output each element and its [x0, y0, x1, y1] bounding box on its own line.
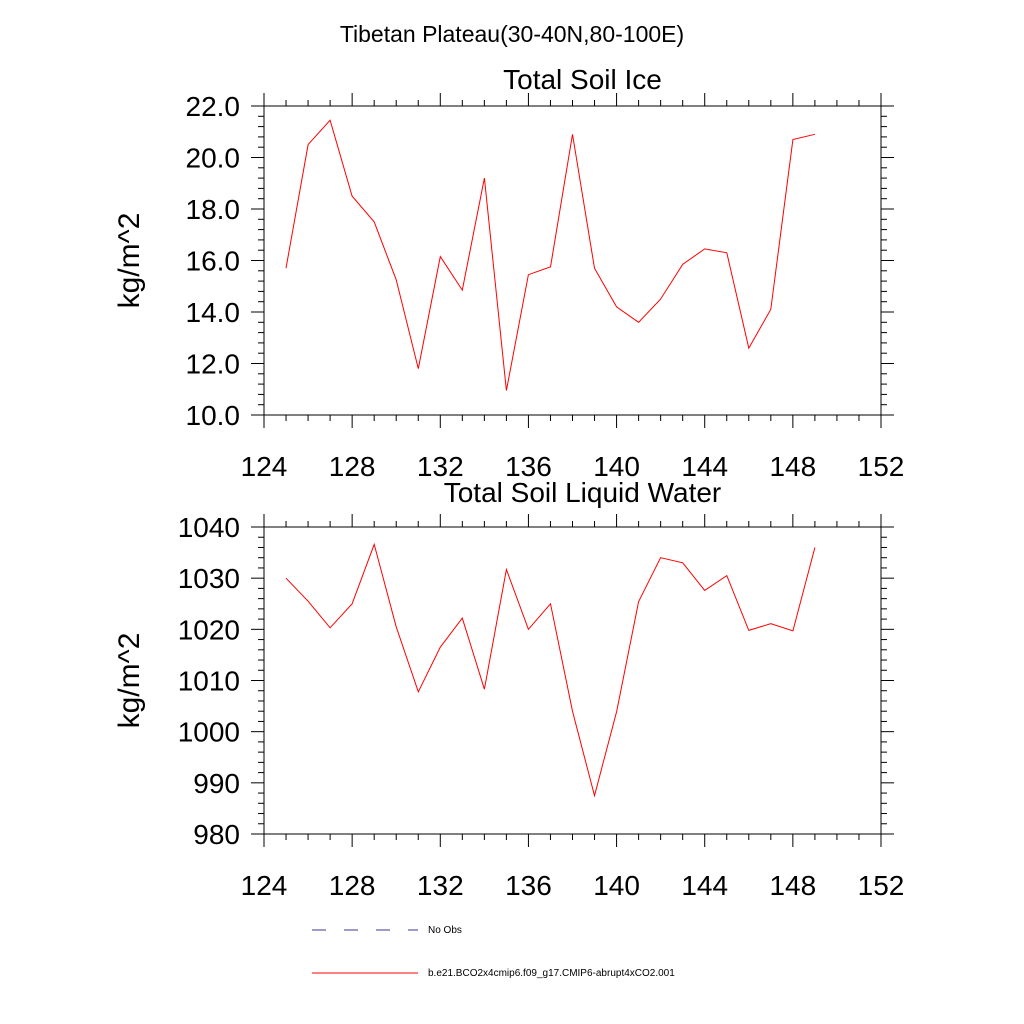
- series-line-soil-liquid-water: [285, 542, 816, 798]
- chart-panel-soil-liquid-water: Total Soil Liquid Water 124 128 132 136 140 14…: [113, 477, 904, 901]
- x-tick-label: 128: [329, 451, 376, 482]
- x-tick-label: 124: [241, 451, 288, 482]
- x-tick-label: 148: [769, 451, 816, 482]
- x-tick-label: 140: [593, 870, 640, 901]
- x-tick-label: 144: [681, 870, 728, 901]
- y-tick-label: 1010: [178, 666, 240, 697]
- legend-label-no-obs: No Obs: [428, 925, 462, 936]
- y-axis-label: kg/m^2: [113, 213, 146, 309]
- plot-frame: [263, 105, 882, 416]
- y-tick-label: 1000: [178, 717, 240, 748]
- x-tick-label: 124: [241, 870, 288, 901]
- y-tick-label: 20.0: [186, 143, 241, 174]
- y-tick-label: 12.0: [186, 349, 241, 380]
- x-tick-label: 128: [329, 870, 376, 901]
- legend: No Obs b.e21.BCO2x4cmip6.f09_g17.CMIP6-a…: [312, 925, 675, 979]
- figure-suptitle: Tibetan Plateau(30-40N,80-100E): [340, 21, 684, 47]
- y-tick-label: 980: [193, 819, 240, 850]
- x-tick-label: 148: [769, 870, 816, 901]
- y-tick-label: 18.0: [186, 194, 241, 225]
- x-tick-label: 140: [593, 451, 640, 482]
- x-tick-label: 152: [858, 870, 905, 901]
- plot-frame: [263, 526, 882, 835]
- x-tick-label: 132: [417, 870, 464, 901]
- series-line-soil-ice: [285, 119, 816, 391]
- x-tick-label: 136: [505, 451, 552, 482]
- x-tick-label: 136: [505, 870, 552, 901]
- y-axis-label: kg/m^2: [113, 633, 146, 729]
- y-tick-label: 1030: [178, 563, 240, 594]
- y-tick-label: 16.0: [186, 246, 241, 277]
- chart-panel-soil-ice: Total Soil Ice 124 128 132 136 140 144 148 152 10…: [113, 64, 904, 482]
- chart-title-soil-liquid-water: Total Soil Liquid Water: [444, 477, 722, 508]
- legend-label-model-run: b.e21.BCO2x4cmip6.f09_g17.CMIP6-abrupt4x…: [428, 968, 675, 979]
- chart-title-soil-ice: Total Soil Ice: [503, 64, 662, 95]
- y-tick-label: 1020: [178, 614, 240, 645]
- y-tick-label: 14.0: [186, 297, 241, 328]
- y-tick-label: 10.0: [186, 400, 241, 431]
- x-tick-label: 144: [681, 451, 728, 482]
- y-tick-label: 1040: [178, 512, 240, 543]
- y-tick-label: 990: [193, 768, 240, 799]
- x-tick-label: 152: [858, 451, 905, 482]
- x-tick-label: 132: [417, 451, 464, 482]
- y-tick-label: 22.0: [186, 91, 241, 122]
